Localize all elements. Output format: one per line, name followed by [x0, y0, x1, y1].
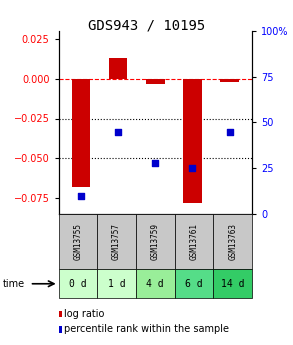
Point	[190, 166, 195, 171]
Text: GSM13761: GSM13761	[190, 223, 198, 260]
Bar	[136, 269, 175, 298]
Bar	[213, 269, 252, 298]
Bar	[59, 214, 97, 269]
Bar	[146, 79, 165, 83]
Bar	[59, 269, 97, 298]
Text: GSM13755: GSM13755	[74, 223, 82, 260]
Text: log ratio: log ratio	[64, 309, 104, 319]
Text: GSM13763: GSM13763	[228, 223, 237, 260]
Bar	[175, 269, 213, 298]
Point	[116, 129, 120, 135]
Point	[79, 193, 83, 198]
Bar	[175, 214, 213, 269]
Bar	[109, 58, 127, 79]
Bar	[71, 79, 90, 187]
Text: time: time	[3, 279, 25, 289]
Bar	[97, 214, 136, 269]
Bar	[97, 269, 136, 298]
Text: GSM13757: GSM13757	[112, 223, 121, 260]
Bar	[220, 79, 239, 82]
Text: percentile rank within the sample: percentile rank within the sample	[64, 325, 229, 334]
Text: 0 d: 0 d	[69, 279, 87, 289]
Point	[153, 160, 158, 166]
Text: 6 d: 6 d	[185, 279, 203, 289]
Text: 4 d: 4 d	[146, 279, 164, 289]
Text: GDS943 / 10195: GDS943 / 10195	[88, 19, 205, 33]
Bar	[183, 79, 202, 203]
Bar	[136, 214, 175, 269]
Text: 14 d: 14 d	[221, 279, 244, 289]
Text: GSM13759: GSM13759	[151, 223, 160, 260]
Point	[227, 129, 232, 135]
Bar	[59, 311, 62, 317]
Text: 1 d: 1 d	[108, 279, 125, 289]
Bar	[59, 326, 62, 333]
Bar	[213, 214, 252, 269]
